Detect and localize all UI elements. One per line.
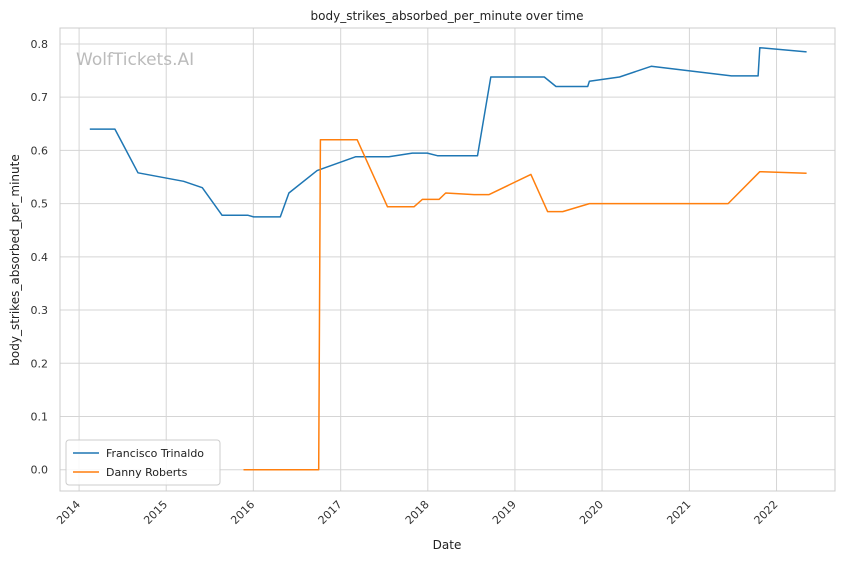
legend-box [65,439,221,486]
series-line-danny-roberts [243,139,807,471]
y-tick-label: 0.5 [31,198,49,211]
y-tick-label: 0.4 [31,251,49,264]
y-tick-labels: 0.0 0.1 0.2 0.3 0.4 0.5 0.6 0.7 0.8 [31,38,49,477]
y-tick-label: 0.2 [31,357,49,370]
y-axis-title: body_strikes_absorbed_per_minute [8,154,22,365]
x-axis-title: Date [433,538,462,552]
series-lines [89,46,807,471]
series-line-francisco-trinaldo [89,46,807,218]
y-tick-label: 0.8 [31,38,49,51]
watermark: WolfTickets.AI [76,50,194,70]
chart-title: body_strikes_absorbed_per_minute over ti… [311,9,584,23]
legend-label-danny-roberts: Danny Roberts [106,466,188,479]
plot-frame [59,27,836,492]
grid-lines [60,28,835,491]
legend-label-francisco-trinaldo: Francisco Trinaldo [106,447,204,460]
y-tick-label: 0.6 [31,144,49,157]
y-tick-label: 0.7 [31,91,49,104]
y-tick-label: 0.0 [31,464,49,477]
legend: Francisco Trinaldo Danny Roberts [65,439,221,486]
y-tick-label: 0.1 [31,410,49,423]
y-tick-label: 0.3 [31,304,49,317]
